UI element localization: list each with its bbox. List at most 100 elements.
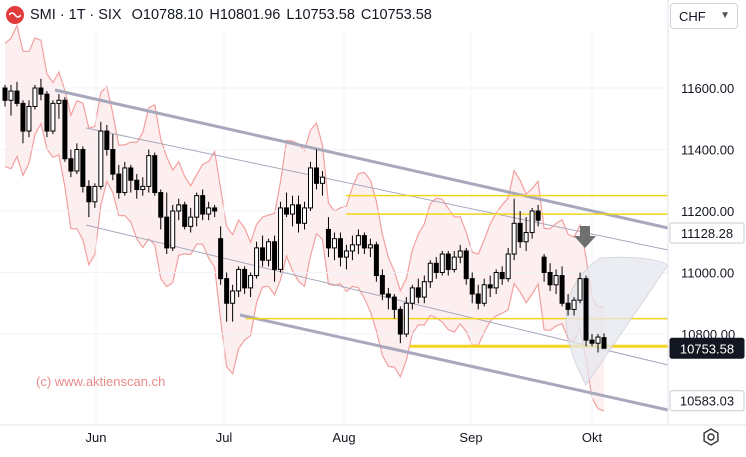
gear-icon[interactable]	[701, 427, 721, 447]
candle-body	[349, 244, 355, 252]
candle-body	[104, 130, 110, 151]
candle-body	[116, 173, 122, 194]
symbol-line[interactable]: SMI · 1T · SIX	[30, 7, 122, 23]
index-logo-icon	[6, 6, 24, 24]
symbol-header: SMI · 1T · SIX O 10788.10 H 10801.96 L 1075…	[6, 5, 438, 25]
candle-body	[68, 158, 74, 172]
high-value: 10801.96	[219, 7, 281, 23]
candle-body	[505, 253, 511, 280]
candle-body	[541, 256, 547, 273]
candle-body	[493, 272, 499, 289]
candle-body	[8, 90, 14, 101]
candle-body	[74, 149, 80, 172]
candle-body	[559, 275, 565, 304]
candle-body	[403, 302, 409, 335]
candle-body	[589, 339, 595, 344]
candle-body	[337, 238, 343, 258]
candle-body	[266, 241, 272, 261]
candle-body	[487, 284, 493, 289]
candle-body	[415, 287, 421, 298]
close-key: C	[360, 7, 372, 23]
candle-body	[523, 232, 529, 243]
candle-body	[278, 207, 284, 270]
candle-body	[355, 235, 361, 246]
candle-body	[343, 250, 349, 258]
candle-body	[230, 290, 236, 304]
y-tick-label: 11000.00	[681, 266, 734, 281]
candle-body	[152, 155, 158, 194]
candle-body	[224, 278, 230, 304]
trend-channel-line	[54, 88, 669, 230]
candle-body	[284, 207, 290, 215]
candle-body	[367, 244, 373, 249]
envelope-lower-line	[4, 121, 605, 412]
candle-body	[535, 210, 541, 221]
candle-body	[553, 275, 559, 286]
candle-body	[296, 204, 302, 224]
candle-body	[194, 195, 200, 218]
candle-body	[2, 87, 8, 101]
price-label-text: 11128.28	[681, 226, 733, 241]
candle-body	[445, 253, 451, 270]
price-label-text: 10583.03	[680, 394, 734, 409]
candle-body	[50, 102, 56, 132]
candle-body	[176, 204, 182, 212]
price-label-box	[669, 337, 745, 359]
candle-body	[26, 105, 32, 132]
candle-body	[463, 250, 469, 280]
candle-body	[122, 167, 128, 194]
y-tick-label: 11400.00	[681, 143, 734, 158]
x-tick-label: Okt	[582, 430, 603, 445]
candle-body	[529, 210, 535, 234]
candle-body	[475, 293, 481, 304]
candle-body	[86, 185, 92, 203]
open-value: 10788.10	[142, 7, 204, 23]
high-key: H	[209, 7, 220, 23]
candle-body	[80, 149, 86, 187]
candle-body	[140, 185, 146, 190]
candle-body	[385, 293, 391, 298]
candle-body	[218, 238, 224, 280]
candle-body	[373, 244, 379, 277]
candle-body	[325, 228, 331, 249]
exchange-label: SIX	[98, 7, 122, 23]
y-tick-label: 11600.00	[681, 81, 734, 96]
candle-body	[397, 308, 403, 335]
candle-body	[206, 207, 212, 215]
currency-select[interactable]: CHF ▼	[670, 3, 738, 29]
candle-body	[595, 336, 601, 344]
candle-body	[290, 204, 296, 215]
y-tick-label: 11200.00	[681, 204, 734, 219]
candle-body	[481, 284, 487, 304]
price-label-box	[669, 222, 745, 244]
x-tick-label: Jul	[216, 430, 233, 445]
candle-body	[391, 296, 397, 310]
candle-body	[361, 235, 367, 249]
currency-label: CHF	[679, 8, 706, 24]
envelope-upper-line	[4, 23, 605, 308]
candle-body	[583, 278, 589, 341]
watermark-text: (c) www.aktienscan.ch	[36, 374, 165, 389]
candle-body	[110, 149, 116, 175]
candle-body	[511, 222, 517, 255]
low-key: L	[286, 7, 295, 23]
candle-body	[32, 87, 38, 107]
price-label-text: 10753.58	[680, 341, 734, 356]
candle-body	[242, 268, 248, 289]
candle-body	[565, 302, 571, 310]
chevron-down-icon: ▼	[720, 10, 730, 21]
candle-body	[14, 90, 20, 104]
candle-body	[571, 299, 577, 310]
candle-body	[164, 216, 170, 249]
trend-channel-line	[239, 313, 669, 412]
candle-body	[272, 241, 278, 270]
trend-channel-line	[85, 127, 669, 251]
candle-body	[302, 207, 307, 224]
candle-body	[212, 207, 218, 212]
down-arrow-icon	[574, 226, 596, 248]
candle-body	[313, 167, 319, 184]
separator-dot: ·	[59, 7, 69, 23]
candle-body	[517, 222, 523, 243]
